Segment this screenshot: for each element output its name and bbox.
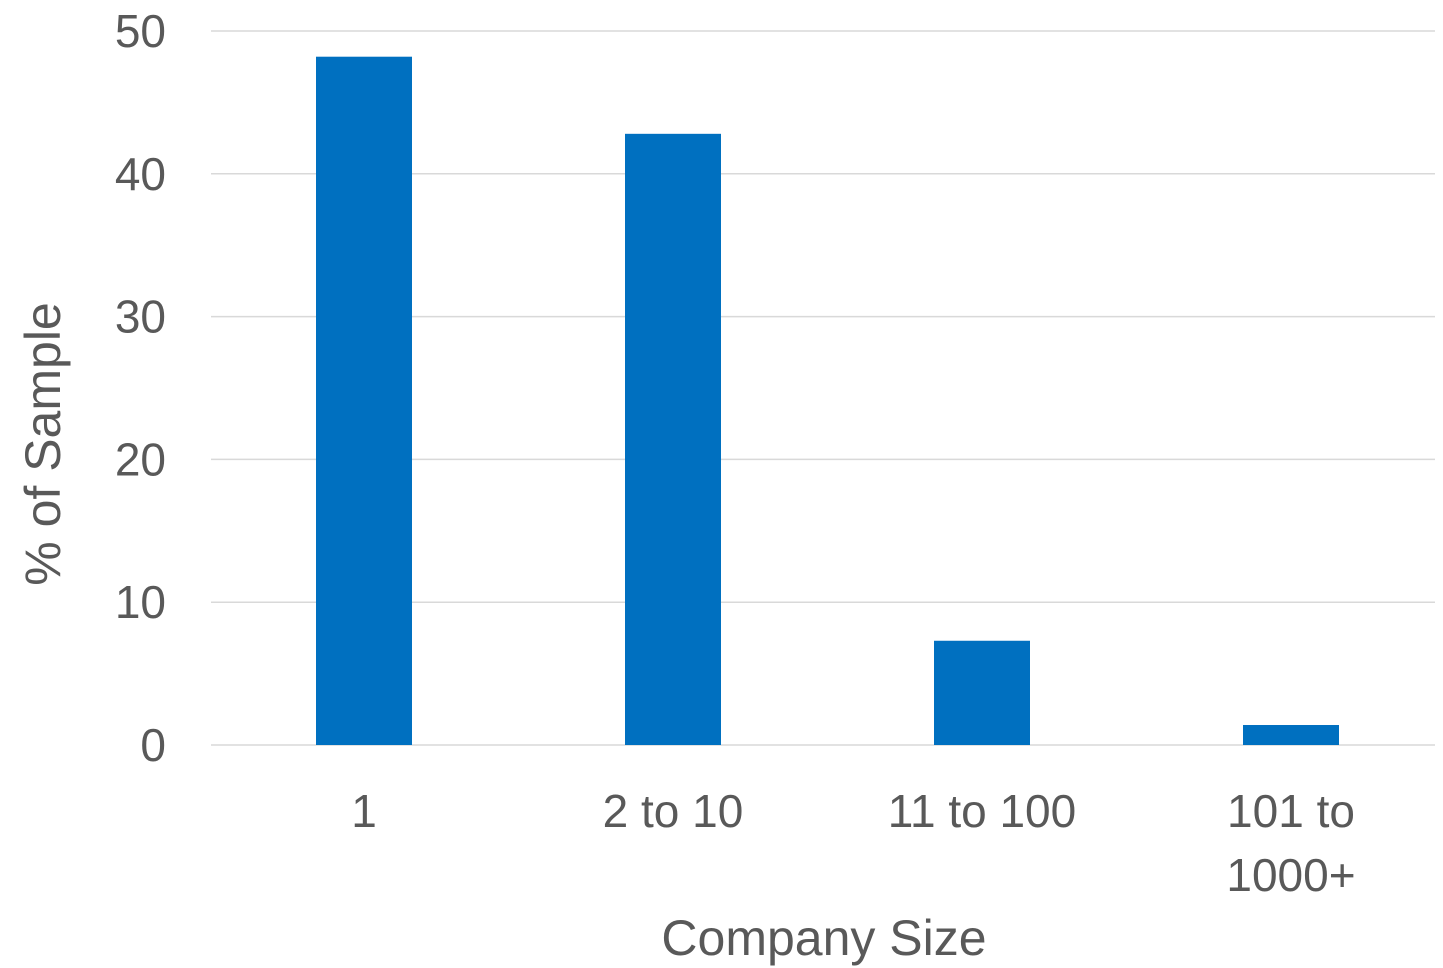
bars (316, 56, 1339, 746)
bar (934, 640, 1030, 745)
x-tick-label-line: 1000+ (1226, 849, 1355, 901)
y-tick-label: 10 (115, 576, 166, 628)
y-axis-tick-labels: 0 10 20 30 40 50 (115, 5, 166, 771)
y-tick-label: 30 (115, 291, 166, 343)
x-tick-label-line: 2 to 10 (603, 785, 744, 837)
x-tick-label: 101 to 1000+ (1226, 785, 1355, 901)
x-tick-label: 1 (351, 785, 377, 837)
y-tick-label: 20 (115, 433, 166, 485)
y-tick-label: 0 (140, 719, 166, 771)
y-axis-title: % of Sample (15, 302, 71, 585)
bar (1243, 725, 1339, 745)
x-tick-label: 2 to 10 (603, 785, 744, 837)
x-tick-label: 11 to 100 (888, 785, 1076, 837)
x-tick-label-line: 11 to 100 (888, 785, 1076, 837)
x-tick-label-line: 1 (351, 785, 377, 837)
x-axis-title: Company Size (661, 910, 986, 966)
bar (316, 56, 412, 746)
y-tick-label: 40 (115, 148, 166, 200)
x-axis-tick-labels: 1 2 to 10 11 to 100 101 to 1000+ (351, 785, 1355, 901)
gridlines (211, 30, 1435, 746)
x-tick-label-line: 101 to (1227, 785, 1355, 837)
bar (625, 133, 721, 746)
y-tick-label: 50 (115, 5, 166, 57)
